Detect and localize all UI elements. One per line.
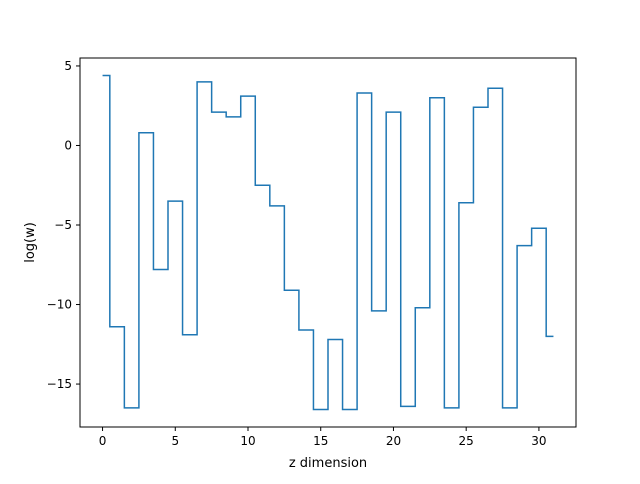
y-tick-label: 0 [64,138,72,152]
x-axis-ticks: 0 5 10 15 20 25 30 [99,427,547,448]
y-tick-label: −15 [47,377,72,391]
y-axis-label: log(w) [23,222,38,263]
y-tick-label: −5 [54,218,72,232]
y-axis-ticks: 5 0 −5 −10 −15 [47,59,80,391]
x-tick-label: 20 [386,434,401,448]
axes-frame [79,57,577,428]
plot-area [102,74,554,411]
y-tick-label: −10 [47,298,72,312]
x-tick-label: 0 [99,434,107,448]
x-tick-label: 25 [459,434,474,448]
step-series-line [102,74,554,411]
x-tick-label: 15 [313,434,328,448]
x-tick-label: 10 [240,434,255,448]
x-tick-label: 5 [171,434,179,448]
x-axis-label: z dimension [289,456,367,471]
y-tick-label: 5 [64,59,72,73]
x-tick-label: 30 [531,434,546,448]
